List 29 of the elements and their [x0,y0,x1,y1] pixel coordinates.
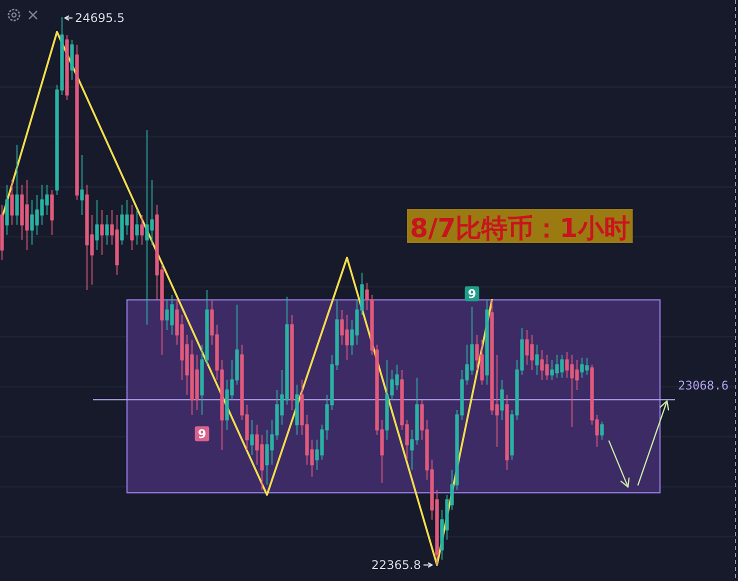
candlestick [70,39,74,80]
candlestick [535,344,539,376]
candlestick [0,204,4,260]
candlestick [500,379,504,420]
text: 22365.8 [371,558,421,572]
candlestick [15,144,19,226]
candlestick [130,204,134,250]
candlestick [95,199,99,250]
candlestick [80,154,84,216]
candlestick [290,314,294,410]
candlestick [5,184,9,236]
series-label: 9 [468,287,476,302]
candlestick [485,299,489,386]
candlestick [295,384,299,436]
candlestick [75,44,79,200]
candlestick [600,421,604,440]
candlestick [10,179,14,226]
candlestick [135,210,139,246]
candlestick [505,394,509,470]
ref-line-label: 23068.6 [678,378,729,393]
series-label: 9 [198,427,206,442]
candlestick [105,214,109,246]
text: 8/7比特币：1小时 [410,214,630,244]
text: 24695.5 [75,11,125,25]
candlestick [50,190,54,236]
candlestick [140,214,144,246]
candlestick [100,210,104,256]
candlestick [65,34,69,100]
candlestick [250,419,254,456]
